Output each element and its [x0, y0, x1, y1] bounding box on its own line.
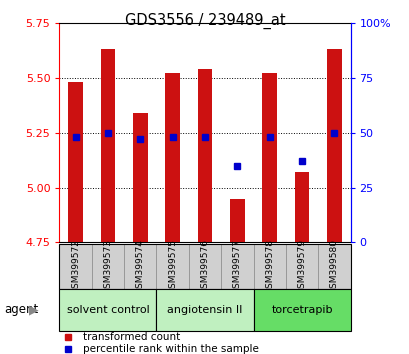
Bar	[133, 113, 147, 242]
Bar	[59, 244, 92, 289]
Text: GSM399577: GSM399577	[232, 239, 241, 294]
Text: GSM399574: GSM399574	[135, 239, 144, 294]
Bar	[285, 244, 317, 289]
Text: agent: agent	[4, 303, 38, 316]
Bar	[262, 74, 276, 242]
Bar	[294, 172, 308, 242]
Text: GSM399578: GSM399578	[265, 239, 274, 294]
Bar	[317, 244, 350, 289]
Bar	[59, 289, 156, 331]
Text: torcetrapib: torcetrapib	[271, 305, 332, 315]
Bar	[220, 244, 253, 289]
Text: transformed count: transformed count	[83, 332, 180, 342]
Text: angiotensin II: angiotensin II	[167, 305, 242, 315]
Bar	[326, 49, 341, 242]
Bar	[197, 69, 212, 242]
Bar	[253, 289, 350, 331]
Text: GDS3556 / 239489_at: GDS3556 / 239489_at	[124, 12, 285, 29]
Text: GSM399580: GSM399580	[329, 239, 338, 294]
Bar	[68, 82, 83, 242]
Text: GSM399573: GSM399573	[103, 239, 112, 294]
Text: solvent control: solvent control	[66, 305, 149, 315]
Text: GSM399575: GSM399575	[168, 239, 177, 294]
Bar	[189, 244, 220, 289]
Bar	[156, 244, 189, 289]
Text: GSM399579: GSM399579	[297, 239, 306, 294]
Bar	[253, 244, 285, 289]
Bar	[101, 49, 115, 242]
Text: GSM399572: GSM399572	[71, 239, 80, 294]
Bar	[165, 74, 180, 242]
Bar	[92, 244, 124, 289]
Text: GSM399576: GSM399576	[200, 239, 209, 294]
Bar	[229, 199, 244, 242]
Bar	[124, 244, 156, 289]
Bar	[156, 289, 253, 331]
Text: ▶: ▶	[29, 303, 38, 316]
Text: percentile rank within the sample: percentile rank within the sample	[83, 344, 258, 354]
